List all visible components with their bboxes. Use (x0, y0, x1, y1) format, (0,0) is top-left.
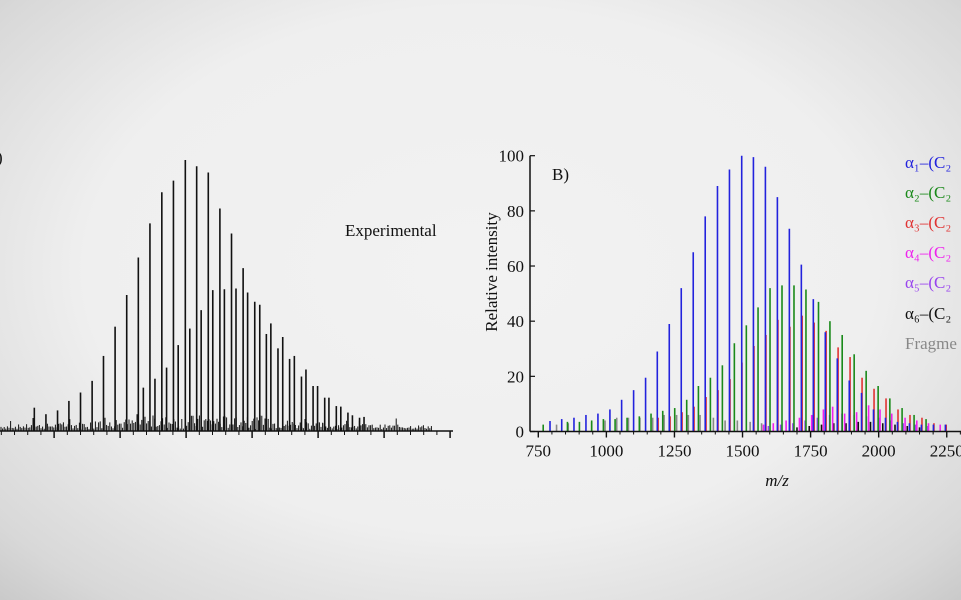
legend-entry: α₆–(C₂ (905, 304, 952, 323)
legend-entry: α₂–(C₂ (905, 183, 952, 202)
x-tick-label: 1000 (589, 442, 623, 461)
legend-entry: α₃–(C₂ (905, 213, 952, 232)
panel-a-label: ) (0, 148, 3, 167)
x-tick-label: 1500 (726, 442, 760, 461)
y-tick-label: 40 (507, 312, 524, 331)
legend-entry: α₁–(C₂ (905, 153, 952, 172)
y-tick-label: 20 (507, 367, 524, 386)
y-tick-label: 80 (507, 202, 524, 221)
y-tick-label: 0 (516, 423, 525, 442)
y-tick-label: 100 (499, 147, 525, 166)
x-tick-label: 1750 (794, 442, 828, 461)
x-tick-label: 2000 (862, 442, 896, 461)
y-axis-label: Relative intensity (482, 212, 501, 332)
x-tick-label: 750 (526, 442, 552, 461)
panel-b-simulated-spectrum: 0 20 40 60 80 100 750 1000 1250 1500 1750 2000 2250 (499, 147, 961, 461)
x-tick-label: 2250 (930, 442, 961, 461)
experimental-annotation: Experimental (345, 221, 437, 240)
legend-entry: α₅–(C₂ (905, 273, 952, 292)
legend-entry: Fragme (905, 334, 957, 353)
panel-a-experimental-spectrum (0, 160, 453, 438)
y-tick-label: 60 (507, 257, 524, 276)
legend-entry: α₄–(C₂ (905, 243, 952, 262)
x-axis-label: m/z (765, 471, 789, 490)
panel-b-label: B) (552, 165, 569, 184)
x-tick-label: 1250 (657, 442, 691, 461)
